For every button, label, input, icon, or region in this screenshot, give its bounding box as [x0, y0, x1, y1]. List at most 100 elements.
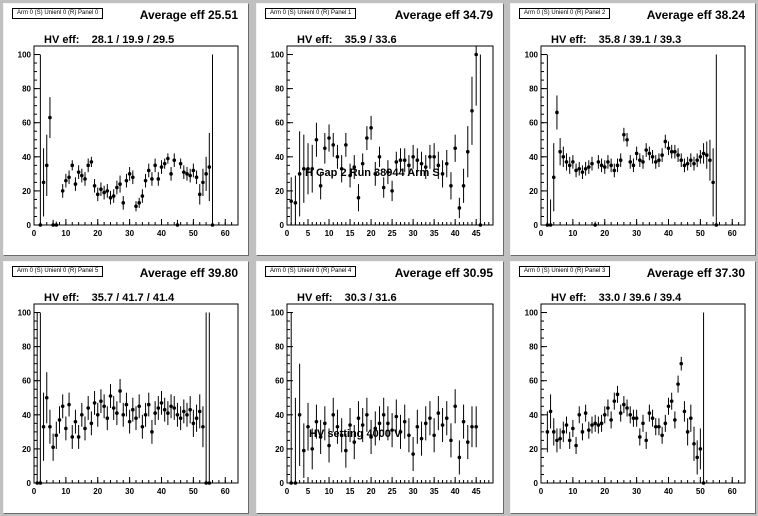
data-point: [641, 421, 645, 426]
data-point: [701, 151, 706, 156]
y-tick-label: 20: [22, 187, 31, 196]
data-point: [545, 430, 550, 434]
data-point: [440, 172, 445, 176]
data-point: [390, 189, 394, 193]
data-point: [118, 182, 122, 186]
data-point: [197, 409, 202, 414]
data-point: [461, 419, 466, 424]
x-tick-label: 10: [568, 229, 577, 238]
data-point: [676, 153, 680, 157]
data-point: [150, 177, 154, 181]
data-point: [124, 402, 129, 407]
data-point: [153, 163, 157, 168]
y-tick-label: 0: [280, 479, 285, 488]
data-point: [657, 158, 661, 163]
data-point: [577, 413, 582, 417]
data-point: [590, 423, 594, 427]
x-tick-label: 50: [696, 229, 705, 238]
data-point: [140, 194, 145, 198]
data-point: [310, 447, 315, 451]
plot-svg: 0 20 40 60 80 100 0 10 20 30 40 50 60: [18, 45, 239, 238]
data-point: [657, 424, 661, 429]
data-point: [297, 172, 302, 176]
y-tick-label: 100: [18, 309, 32, 318]
data-point: [51, 223, 55, 227]
data-point: [64, 426, 68, 431]
data-point: [344, 143, 348, 147]
data-point: [609, 163, 613, 168]
data-point: [201, 424, 205, 429]
data-point: [714, 223, 719, 227]
hv-eff-label: HV eff: 35.7 / 41.7 / 41.4: [44, 292, 175, 304]
data-point: [682, 163, 687, 168]
data-point: [293, 481, 298, 485]
data-point: [432, 155, 436, 159]
data-point: [153, 411, 157, 415]
x-tick-label: 10: [61, 229, 70, 238]
data-point: [210, 223, 215, 227]
data-point: [711, 180, 715, 185]
y-tick-label: 80: [275, 343, 284, 352]
data-point: [615, 163, 620, 168]
data-point: [402, 419, 407, 424]
data-point: [673, 418, 677, 422]
x-tick-label: 20: [600, 229, 609, 238]
data-point: [423, 165, 428, 169]
y-tick-label: 100: [525, 309, 539, 318]
data-point: [689, 158, 693, 163]
data-point: [647, 151, 652, 156]
hv-eff-label: HV eff: 33.0 / 39.6 / 39.4: [551, 292, 682, 304]
data-point: [172, 158, 177, 163]
data-point: [365, 413, 369, 417]
data-point: [596, 423, 601, 427]
x-tick-label: 40: [451, 487, 460, 496]
data-point: [166, 156, 170, 161]
data-point: [60, 189, 65, 193]
data-point: [134, 204, 138, 209]
average-eff-title: Average eff 39.80: [139, 266, 238, 280]
x-tick-label: 35: [430, 487, 439, 496]
data-point: [606, 406, 610, 410]
data-point: [432, 433, 436, 438]
data-point: [143, 178, 148, 183]
data-point: [574, 443, 578, 448]
data-point: [67, 402, 71, 407]
data-point: [580, 170, 585, 174]
plot-frame: [540, 45, 746, 226]
data-point: [175, 413, 180, 417]
data-point: [628, 413, 633, 417]
data-point: [663, 421, 668, 426]
data-point: [402, 158, 407, 163]
data-point: [360, 161, 365, 166]
data-point: [653, 424, 658, 429]
panel-title: Arm 0 (S) Unienl 0 (R) Panel 0: [12, 8, 104, 19]
hv-eff-label: HV eff: 30.3 / 31.6: [297, 292, 397, 304]
data-point: [419, 436, 424, 441]
data-point: [115, 411, 119, 415]
data-point: [99, 187, 103, 191]
data-point: [67, 175, 71, 180]
y-tick-label: 20: [529, 445, 538, 454]
panel-1: Arm 0 (S) Unienl 0 (R) Panel 1 Average ef…: [256, 3, 504, 256]
x-tick-label: 30: [409, 487, 418, 496]
data-point: [394, 414, 399, 419]
data-point: [44, 163, 49, 168]
data-point: [602, 413, 607, 417]
data-point: [545, 223, 550, 227]
data-point: [73, 182, 78, 186]
data-point: [428, 416, 432, 421]
data-point: [407, 433, 411, 438]
y-tick-label: 40: [275, 153, 284, 162]
data-point: [650, 416, 655, 421]
data-point: [83, 426, 87, 431]
data-point: [182, 170, 186, 174]
data-point: [92, 401, 97, 405]
data-point: [41, 180, 46, 185]
panel-4: Arm 0 (S) Unienl 0 (R) Panel 4 Average ef…: [256, 261, 504, 514]
data-point: [356, 195, 361, 200]
x-tick-label: 40: [157, 229, 166, 238]
data-point: [169, 404, 173, 409]
data-point: [407, 163, 411, 168]
x-tick-label: 60: [728, 229, 737, 238]
